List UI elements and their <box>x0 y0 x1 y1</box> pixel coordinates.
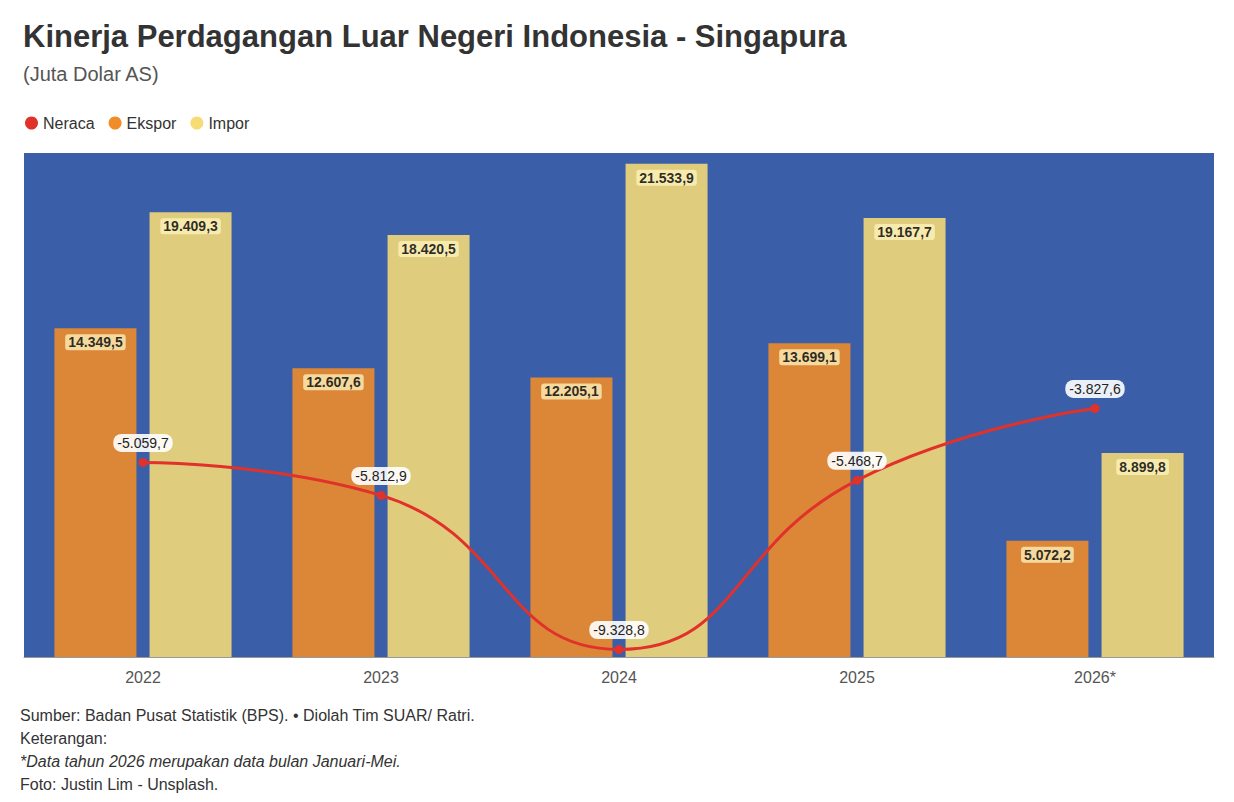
svg-text:-5.468,7: -5.468,7 <box>831 453 883 469</box>
svg-text:19.409,3: 19.409,3 <box>163 218 218 234</box>
svg-text:-3.827,6: -3.827,6 <box>1069 381 1121 397</box>
svg-text:12.607,6: 12.607,6 <box>306 374 361 390</box>
svg-text:2026*: 2026* <box>1074 669 1116 686</box>
svg-text:18.420,5: 18.420,5 <box>401 241 456 257</box>
svg-text:5.072,2: 5.072,2 <box>1024 547 1071 563</box>
svg-text:21.533,9: 21.533,9 <box>639 170 694 186</box>
svg-text:*Data tahun 2026 merupakan dat: *Data tahun 2026 merupakan data bulan Ja… <box>20 753 401 770</box>
svg-text:Sumber: Badan Pusat Statistik: Sumber: Badan Pusat Statistik (BPS). • D… <box>20 707 475 724</box>
svg-text:2024: 2024 <box>601 669 637 686</box>
svg-text:2023: 2023 <box>363 669 399 686</box>
svg-text:Keterangan:: Keterangan: <box>20 730 107 747</box>
svg-text:2025: 2025 <box>839 669 875 686</box>
svg-text:Impor: Impor <box>208 115 250 132</box>
svg-text:8.899,8: 8.899,8 <box>1119 459 1166 475</box>
svg-text:Neraca: Neraca <box>43 115 95 132</box>
svg-text:-9.328,8: -9.328,8 <box>593 622 645 638</box>
svg-text:14.349,5: 14.349,5 <box>68 334 123 350</box>
svg-text:Ekspor: Ekspor <box>127 115 177 132</box>
svg-text:(Juta Dolar AS): (Juta Dolar AS) <box>23 63 159 85</box>
svg-text:2022: 2022 <box>125 669 161 686</box>
svg-text:19.167,7: 19.167,7 <box>877 224 932 240</box>
svg-text:12.205,1: 12.205,1 <box>544 383 599 399</box>
svg-text:-5.059,7: -5.059,7 <box>117 435 169 451</box>
svg-text:-5.812,9: -5.812,9 <box>355 468 407 484</box>
svg-text:13.699,1: 13.699,1 <box>782 349 837 365</box>
svg-text:Foto: Justin Lim - Unsplash.: Foto: Justin Lim - Unsplash. <box>20 776 218 793</box>
svg-text:Kinerja Perdagangan Luar Neger: Kinerja Perdagangan Luar Negeri Indonesi… <box>23 19 847 54</box>
